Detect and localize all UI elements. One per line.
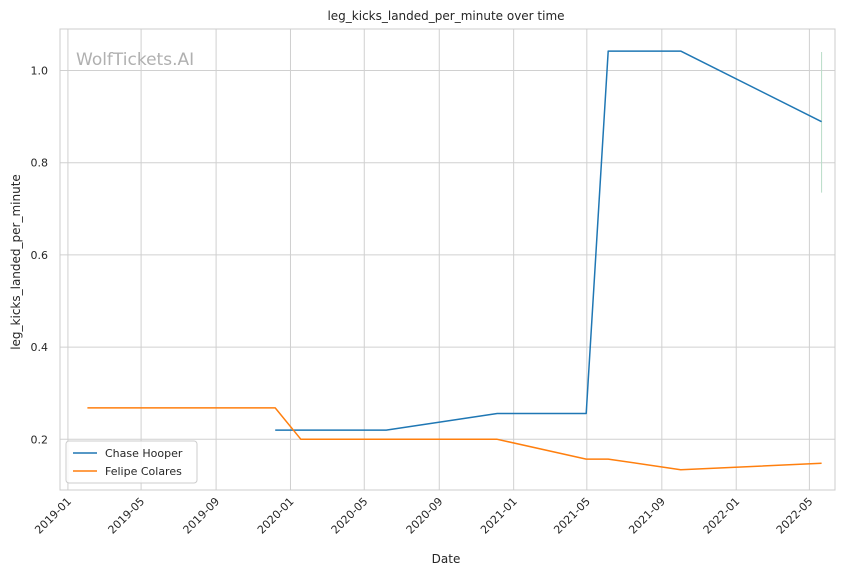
y-tick-label: 0.8 [31, 157, 49, 170]
y-tick-label: 1.0 [31, 64, 49, 77]
x-tick-label: 2021-09 [626, 495, 668, 537]
x-tick-label: 2020-05 [329, 495, 371, 537]
series-line-felipe-colares [87, 407, 822, 471]
x-tick-label: 2022-01 [701, 495, 743, 537]
x-tick-labels: 2019-01 2019-05 2019-09 2020-01 2020-05 2020-… [32, 495, 815, 537]
x-tick-label: 2019-05 [106, 495, 148, 537]
x-tick-label: 2021-05 [551, 495, 593, 537]
y-tick-labels: 0.2 0.4 0.6 0.8 1.0 [31, 64, 49, 446]
y-tick-label: 0.2 [31, 433, 49, 446]
legend-label-chase-hooper: Chase Hooper [105, 447, 183, 460]
plot-area [59, 28, 836, 491]
y-tick-label: 0.4 [31, 341, 49, 354]
chart-title: leg_kicks_landed_per_minute over time [327, 9, 564, 23]
x-tick-label: 2022-05 [774, 495, 816, 537]
x-axis-title: Date [432, 552, 461, 566]
legend-label-felipe-colares: Felipe Colares [105, 465, 182, 478]
series-line-chase-hooper [275, 50, 822, 431]
legend: Chase Hooper Felipe Colares [65, 440, 198, 484]
x-tick-label: 2021-01 [478, 495, 520, 537]
series-layer [87, 50, 822, 471]
y-axis-title: leg_kicks_landed_per_minute [9, 174, 23, 350]
x-tick-label: 2020-01 [255, 495, 297, 537]
watermark: WolfTickets.AI [76, 50, 194, 70]
legend-box [65, 440, 198, 484]
y-tick-label: 0.6 [31, 249, 49, 262]
x-tick-label: 2019-01 [32, 495, 74, 537]
x-tick-label: 2019-09 [181, 495, 223, 537]
x-tick-label: 2020-09 [404, 495, 446, 537]
grid [60, 29, 835, 490]
